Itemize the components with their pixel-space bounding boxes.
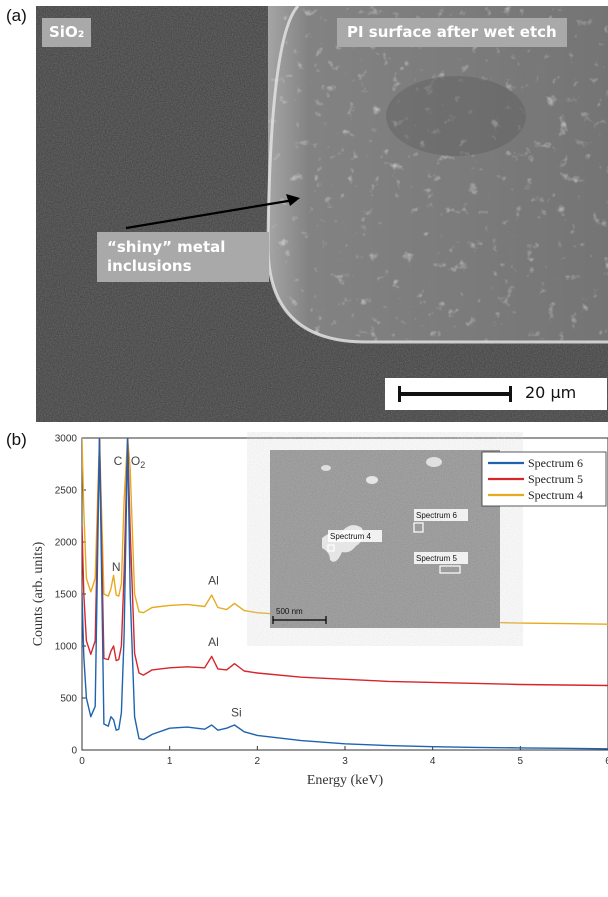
metal-inclusions-label: “shiny” metal inclusions	[97, 232, 269, 282]
inset-spectrum-5-label: Spectrum 5	[416, 554, 457, 563]
arrow-line	[125, 198, 295, 230]
x-tick-label: 1	[167, 756, 173, 767]
series-line-spectrum-5	[82, 438, 608, 687]
x-tick-label: 2	[255, 756, 261, 767]
panel-b-label: (b)	[6, 430, 27, 449]
pi-surface-label: PI surface after wet etch	[337, 18, 567, 47]
legend: Spectrum 6 Spectrum 5 Spectrum 4	[481, 451, 607, 507]
x-tick-label: 3	[342, 756, 348, 767]
y-tick-label: 2500	[55, 486, 78, 497]
scale-bar-line	[399, 392, 511, 396]
scale-bar-label: 20 µm	[525, 383, 577, 402]
peak-label: N	[112, 560, 121, 574]
y-axis-title: Counts (arb. units)	[31, 541, 46, 646]
x-tick-label: 4	[430, 756, 436, 767]
x-tick-label: 5	[518, 756, 524, 767]
inset-scale-label: 500 nm	[276, 607, 303, 616]
inset-spectrum-6-label: Spectrum 6	[416, 511, 457, 520]
legend-entry: Spectrum 6	[528, 456, 583, 470]
peak-label: Si	[231, 706, 242, 720]
scale-bar: 20 µm	[385, 378, 607, 410]
legend-entry: Spectrum 5	[528, 472, 583, 486]
peak-label: Al	[208, 635, 219, 649]
panel-a-label: (a)	[6, 6, 27, 25]
scale-bar-cap-right	[509, 386, 512, 402]
y-tick-label: 1500	[55, 590, 78, 601]
y-tick-label: 0	[71, 746, 77, 757]
sio2-label: SiO₂	[42, 18, 92, 47]
sem-image-panel-a	[36, 6, 608, 422]
y-tick-label: 1000	[55, 642, 78, 653]
x-tick-label: 0	[79, 756, 85, 767]
inset-sem-image: Spectrum 6 Spectrum 4 Spectrum 5 500 nm	[270, 450, 500, 628]
arrow-head	[286, 194, 300, 206]
x-axis-title: Energy (keV)	[307, 773, 384, 788]
y-tick-label: 3000	[55, 434, 78, 445]
scale-bar-cap-left	[398, 386, 401, 402]
axis-ticks: 0 1 2 3 4 5 6 0 500 1000 1500 2000 2500 3000	[55, 434, 608, 767]
peak-label: Al	[208, 574, 219, 588]
legend-entry: Spectrum 4	[528, 488, 583, 502]
y-tick-label: 2000	[55, 538, 78, 549]
peak-label: C	[114, 454, 123, 468]
edx-spectra-chart: 0123456050010001500200025003000 CO2NAlAl…	[31, 434, 608, 788]
inset-spectrum-4-label: Spectrum 4	[330, 532, 371, 541]
y-tick-label: 500	[60, 694, 77, 705]
x-tick-label: 6	[605, 756, 608, 767]
series-line-spectrum-6	[82, 438, 608, 750]
